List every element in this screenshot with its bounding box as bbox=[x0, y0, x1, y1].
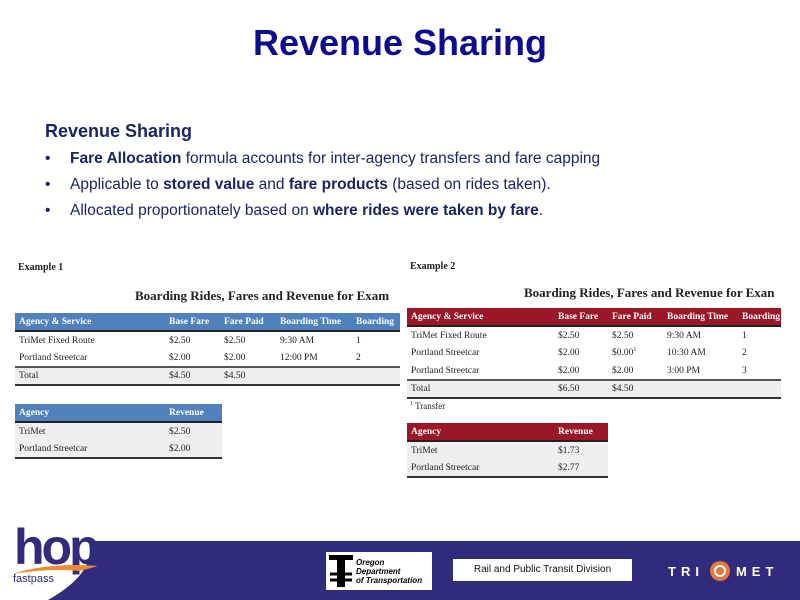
example-1-caption: Boarding Rides, Fares and Revenue for Ex… bbox=[135, 288, 390, 303]
example-2-label: Example 2 bbox=[410, 261, 456, 272]
table-row: TriMet Fixed Route $2.50 $2.50 9:30 AM 1 bbox=[19, 335, 361, 346]
section-heading: Revenue Sharing bbox=[45, 121, 193, 141]
odot-emblem-icon bbox=[329, 555, 353, 587]
table-row: TriMet $2.50 bbox=[15, 422, 222, 440]
bullet-3: • Allocated proportionately based on wher… bbox=[45, 202, 544, 219]
hop-tagline: fastpass bbox=[13, 573, 54, 585]
hop-logo-backdrop bbox=[0, 525, 90, 600]
hop-swoosh-icon bbox=[12, 565, 98, 574]
table-row: Portland Streetcar $2.77 bbox=[407, 459, 608, 478]
table-row: TriMet Fixed Route $2.50 $2.50 9:30 AM 1 bbox=[411, 330, 747, 341]
footnote: 1 Transfer bbox=[410, 401, 446, 411]
total-row: Total $6.50 $4.50 bbox=[407, 379, 781, 399]
example-2-revenue-table: Agency Revenue TriMet $1.73 Portland Stree… bbox=[407, 423, 608, 478]
total-row: Total $4.50 $4.50 bbox=[15, 366, 400, 386]
table-row: TriMet $1.73 bbox=[407, 441, 608, 459]
slide-title: Revenue Sharing bbox=[252, 22, 548, 63]
bullet-1: • Fare Allocation formula accounts for in… bbox=[45, 150, 601, 167]
division-label: Rail and Public Transit Division bbox=[453, 559, 632, 581]
example-2-boarding-table: Agency & Service Base Fare Fare Paid Boardi… bbox=[407, 308, 781, 399]
table-row: Portland Streetcar $2.00 $2.00 12:00 PM 2 bbox=[19, 352, 361, 363]
example-1-boarding-table: Agency & Service Base Fare Fare Paid Boardi… bbox=[15, 313, 400, 386]
odot-logo: Oregon Department of Transportation bbox=[326, 552, 432, 590]
hop-logo: hop bbox=[14, 519, 100, 575]
table-row: Portland Streetcar $2.00 $2.00 3:00 PM 3 bbox=[411, 365, 747, 376]
example-1-label: Example 1 bbox=[18, 262, 64, 273]
bullet-2: • Applicable to stored value and fare pro… bbox=[45, 176, 551, 193]
example-1-revenue-table: Agency Revenue TriMet $2.50 Portland Stree… bbox=[15, 404, 222, 459]
table-row: Portland Streetcar $2.00 $0.001 10:30 AM 2 bbox=[411, 347, 747, 359]
table-row: Portland Streetcar $2.00 bbox=[15, 440, 222, 459]
trimet-logo: TRI MET bbox=[668, 561, 778, 581]
trimet-emblem-icon bbox=[709, 561, 730, 581]
example-2-caption: Boarding Rides, Fares and Revenue for Ex… bbox=[524, 285, 775, 300]
